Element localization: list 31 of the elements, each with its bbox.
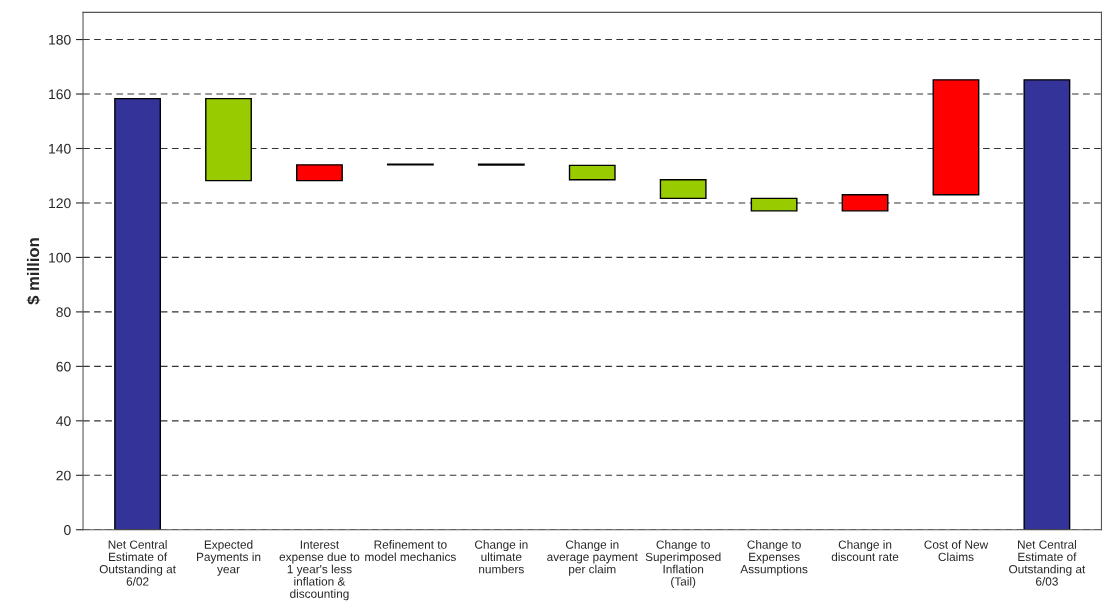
x-tick-label: Net Central Estimate of Outstanding at 6/02	[99, 540, 176, 586]
x-tick-label: Net Central Estimate of Outstanding at 6/03	[1009, 540, 1086, 586]
bar	[205, 97, 252, 182]
x-tick-label: Cost of New Claims	[924, 540, 989, 562]
bar	[659, 179, 707, 200]
x-tick-label: Change to Superimposed Inflation (Tail)	[645, 540, 721, 588]
y-tick-label: 0	[64, 525, 71, 535]
x-tick-label: Change in discount rate	[831, 540, 899, 562]
x-tick-label: Change in ultimate numbers	[475, 540, 528, 574]
x-tick-label: Change in average payment per claim	[547, 540, 638, 576]
x-tick-label: Expected Payments in year	[197, 540, 261, 576]
bar	[1023, 79, 1071, 530]
bar	[296, 164, 343, 182]
bar	[750, 197, 798, 212]
x-tick-label: Refinement to model mechanics	[365, 540, 456, 562]
y-tick-label: 40	[56, 416, 71, 426]
x-tick-label: Change to Expenses Assumptions	[740, 540, 808, 576]
y-axis-title: $ million	[26, 238, 41, 305]
y-tick-label: 60	[56, 361, 71, 372]
bar	[932, 79, 980, 196]
y-tick-label: 100	[49, 252, 71, 263]
y-tick-label: 20	[56, 470, 71, 481]
y-tick-label: 80	[56, 307, 71, 318]
bar	[114, 97, 162, 530]
bar	[568, 164, 616, 181]
y-tick-label: 140	[49, 143, 71, 154]
bar	[841, 194, 889, 212]
y-tick-label: 120	[49, 198, 71, 209]
y-tick-label: 160	[49, 89, 71, 100]
x-tick-label: Interest expense due to 1 year's less inflation & discounting	[279, 540, 360, 601]
y-tick-label: 180	[49, 34, 71, 45]
